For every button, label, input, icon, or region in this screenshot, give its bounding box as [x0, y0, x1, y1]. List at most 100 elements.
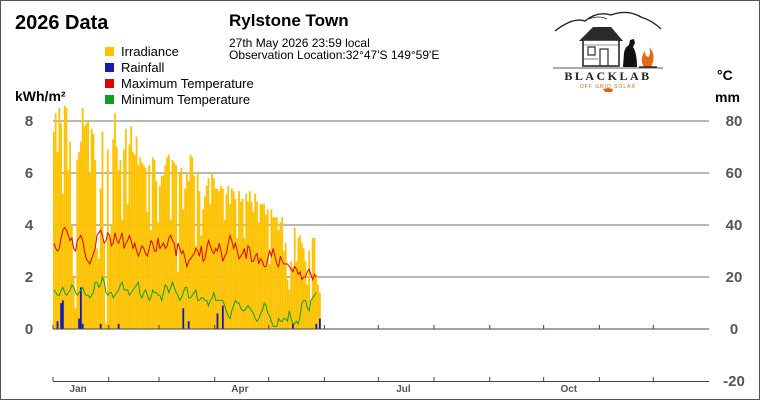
irradiance-bar: [245, 193, 248, 329]
irradiance-bar: [302, 248, 305, 329]
irradiance-bar: [78, 152, 80, 329]
irradiance-bar: [198, 191, 201, 329]
irradiance-bar: [214, 188, 217, 329]
irradiance-bar: [216, 188, 219, 329]
irradiance-bar: [315, 274, 318, 329]
irradiance-bar: [209, 204, 212, 329]
irradiance-bar: [112, 139, 115, 329]
irradiance-bar: [236, 238, 239, 329]
irradiance-bar: [88, 173, 91, 329]
left-y-tick-label: 6: [25, 165, 33, 182]
irradiance-bar: [97, 258, 100, 329]
rainfall-bar: [78, 318, 80, 329]
max-temperature-line: [53, 226, 317, 282]
right-axis-unit-temperature: °C: [717, 67, 733, 83]
irradiance-bar: [299, 235, 302, 329]
irradiance-bar: [248, 191, 251, 329]
irradiance-bar: [159, 186, 161, 329]
rainfall-bar: [315, 323, 318, 329]
irradiance-bar: [146, 212, 149, 329]
irradiance-bar: [123, 149, 125, 329]
irradiance-bar: [284, 243, 287, 329]
x-tick-label: Jul: [396, 384, 411, 395]
irradiance-bar: [67, 170, 70, 329]
irradiance-bar: [103, 243, 106, 329]
irradiance-bar: [166, 157, 169, 329]
irradiance-bar: [90, 128, 93, 329]
rainfall-bar: [79, 287, 82, 329]
irradiance-bar: [185, 173, 188, 329]
irradiance-bar: [281, 217, 284, 329]
logo-mountain-icon: [554, 11, 662, 32]
rainfall-bar: [292, 323, 294, 329]
min-temperature-series: [53, 275, 317, 327]
observation-location: Observation Location:32°47'S 149°59'E: [229, 48, 440, 62]
x-tick-label: Oct: [560, 384, 577, 395]
right-y-tick-label: -20: [723, 373, 745, 390]
irradiance-bar: [175, 165, 178, 329]
irradiance-bar: [194, 245, 197, 329]
rainfall-bar: [221, 305, 224, 329]
observation-time: 27th May 2026 23:59 local: [229, 36, 370, 50]
irradiance-bar: [259, 204, 262, 329]
irradiance-bar: [155, 180, 158, 329]
irradiance-bar: [227, 186, 230, 329]
irradiance-bar: [205, 186, 208, 329]
logo-campfire-icon: [639, 47, 657, 68]
irradiance-bar: [108, 238, 111, 329]
irradiance-bar: [60, 123, 62, 329]
irradiance-bar: [272, 217, 275, 329]
irradiance-bar: [256, 201, 258, 329]
x-tick-label: Jan: [70, 384, 87, 395]
left-y-tick-label: 4: [25, 217, 34, 234]
rainfall-bar: [56, 321, 59, 329]
irradiance-bar: [142, 165, 145, 329]
irradiance-bar: [270, 209, 273, 329]
irradiance-bar: [58, 108, 61, 329]
irradiance-bar: [121, 219, 124, 329]
irradiance-bar: [180, 167, 183, 329]
rainfall-bar: [182, 308, 185, 329]
irradiance-bar: [114, 113, 116, 329]
legend-label-irradiance: Irradiance: [121, 43, 179, 59]
logo-dog-icon: [623, 39, 637, 67]
irradiance-bar: [137, 165, 140, 329]
irradiance-bar: [81, 108, 84, 329]
legend-label-max-temperature: Maximum Temperature: [121, 75, 254, 91]
irradiance-bar: [223, 219, 226, 329]
irradiance-bar: [288, 290, 291, 329]
rainfall-bar: [99, 323, 102, 329]
left-y-tick-label: 8: [25, 113, 33, 130]
irradiance-bar: [234, 199, 237, 329]
irradiance-bar: [157, 222, 160, 329]
irradiance-bar: [153, 160, 156, 329]
irradiance-bar: [268, 264, 271, 329]
logo-tagline: OFF GRID SOLAR: [580, 84, 636, 90]
rainfall-bar: [60, 303, 62, 329]
right-y-tick-label: 20: [726, 269, 743, 286]
irradiance-bar: [265, 214, 267, 329]
irradiance-bar: [274, 217, 276, 329]
rainfall-bars: [56, 287, 321, 329]
irradiance-bar: [119, 160, 122, 329]
irradiance-bar: [293, 227, 296, 329]
right-y-tick-label: 0: [730, 321, 738, 338]
irradiance-bar: [101, 131, 104, 329]
irradiance-bar: [225, 193, 228, 329]
irradiance-bar: [87, 121, 89, 329]
irradiance-bar: [230, 188, 233, 329]
irradiance-bar: [74, 308, 77, 329]
irradiance-bar: [218, 191, 221, 329]
year-title: 2026 Data: [15, 12, 109, 34]
irradiance-bar: [53, 131, 55, 329]
irradiance-bar: [290, 261, 293, 329]
irradiance-bar: [252, 212, 255, 329]
irradiance-bar: [297, 238, 300, 329]
irradiance-bar: [54, 113, 57, 329]
irradiance-bar: [83, 126, 86, 329]
irradiance-bar: [124, 128, 127, 329]
irradiance-bar: [311, 238, 314, 329]
left-axis-unit: kWh/m²: [15, 88, 66, 104]
